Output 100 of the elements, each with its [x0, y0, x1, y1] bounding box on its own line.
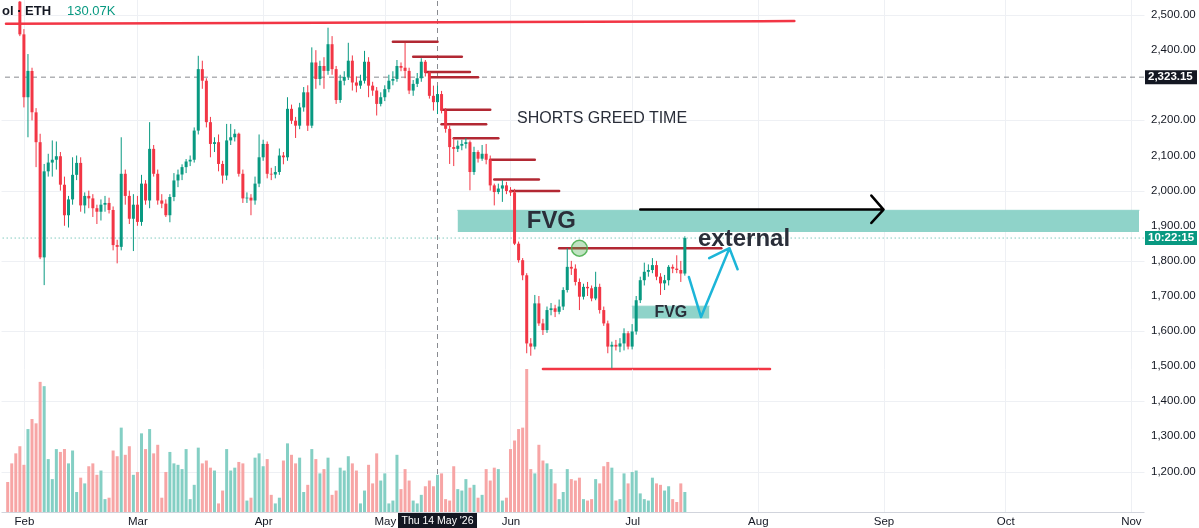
bar	[367, 464, 371, 512]
candlestick	[135, 195, 139, 227]
candlestick	[561, 286, 565, 311]
x-tick-label: Apr	[254, 514, 273, 527]
bar	[427, 480, 431, 512]
bar	[634, 470, 638, 512]
bar	[464, 479, 468, 512]
candlestick	[602, 306, 606, 327]
bar	[395, 454, 399, 512]
bar	[156, 444, 160, 512]
bar	[233, 467, 237, 512]
candlestick	[630, 323, 634, 350]
bar	[659, 484, 663, 512]
ref-line-label: Thu 14 May '26	[401, 514, 474, 526]
candlestick	[54, 140, 58, 171]
bar	[204, 460, 208, 512]
candlestick	[500, 179, 504, 203]
candlestick	[302, 86, 306, 113]
y-tick-label: 1,900.00	[1151, 218, 1196, 231]
bar	[83, 483, 87, 512]
bar	[164, 471, 168, 512]
candlestick	[115, 239, 119, 264]
candlestick	[476, 149, 480, 164]
bar	[290, 454, 294, 512]
candlestick	[667, 264, 671, 286]
candlestick	[123, 169, 127, 206]
candlestick	[679, 260, 683, 283]
candlestick	[642, 262, 646, 286]
candlestick	[577, 277, 581, 311]
bar	[654, 483, 658, 512]
bar	[671, 499, 675, 512]
candlestick	[50, 139, 54, 178]
bar	[91, 463, 95, 512]
bar	[54, 449, 58, 512]
candlestick	[638, 276, 642, 304]
bar	[103, 499, 107, 512]
bar	[200, 463, 204, 512]
x-tick-label: Feb	[14, 514, 35, 527]
candlestick	[614, 339, 618, 351]
candlestick	[436, 85, 440, 115]
candlestick	[440, 90, 444, 114]
bar	[314, 459, 318, 512]
bar	[590, 499, 594, 512]
bar	[553, 483, 557, 512]
candlestick	[427, 70, 431, 100]
candlestick	[277, 148, 281, 176]
bar	[281, 460, 285, 512]
candlestick	[395, 59, 399, 83]
x-tick-label: May	[374, 514, 397, 527]
bar	[586, 500, 590, 512]
bar	[71, 450, 75, 512]
candlestick	[99, 198, 103, 221]
bar	[249, 497, 253, 512]
annotation: ol · ETH	[2, 3, 52, 18]
y-tick-label: 1,800.00	[1151, 253, 1196, 266]
candlestick	[472, 146, 476, 176]
candlestick	[537, 295, 541, 327]
bar	[253, 457, 257, 512]
bar	[679, 483, 683, 512]
candlestick	[654, 260, 658, 281]
candlestick	[464, 137, 468, 150]
bar	[322, 469, 326, 512]
candlestick	[290, 104, 294, 125]
bar	[135, 471, 139, 512]
series-label: FVG	[526, 206, 576, 234]
y-tick-label: 1,300.00	[1151, 429, 1196, 442]
candlestick	[492, 183, 496, 206]
x-tick-label: Sep	[873, 514, 895, 527]
candlestick	[363, 50, 367, 85]
bar	[569, 479, 573, 512]
bar	[338, 467, 342, 512]
bar	[257, 453, 261, 512]
bar	[140, 433, 143, 512]
x-tick-label: Oct	[996, 514, 1016, 527]
bar	[403, 469, 407, 512]
bar	[26, 429, 30, 512]
annotation: SHORTS GREED TIME	[517, 109, 688, 126]
bar	[480, 494, 484, 512]
bar	[237, 461, 241, 512]
candlestick	[46, 153, 50, 178]
bar	[630, 471, 634, 512]
bar	[221, 490, 225, 512]
bar	[298, 457, 302, 512]
candlestick	[444, 107, 448, 134]
bar	[168, 451, 172, 512]
y-tick-label: 1,500.00	[1151, 359, 1196, 372]
bar	[573, 480, 577, 512]
bar	[577, 477, 581, 512]
candlestick	[431, 85, 435, 112]
bar	[111, 450, 115, 512]
bar	[492, 467, 496, 512]
candlestick	[322, 56, 326, 90]
bar	[594, 479, 598, 512]
bar	[18, 446, 22, 512]
bar	[87, 466, 91, 512]
candlestick	[480, 144, 484, 162]
candlestick	[646, 263, 650, 278]
y-tick-label: 1,700.00	[1151, 289, 1196, 302]
bar	[131, 474, 135, 512]
y-tick-label: 2,500.00	[1151, 8, 1196, 21]
